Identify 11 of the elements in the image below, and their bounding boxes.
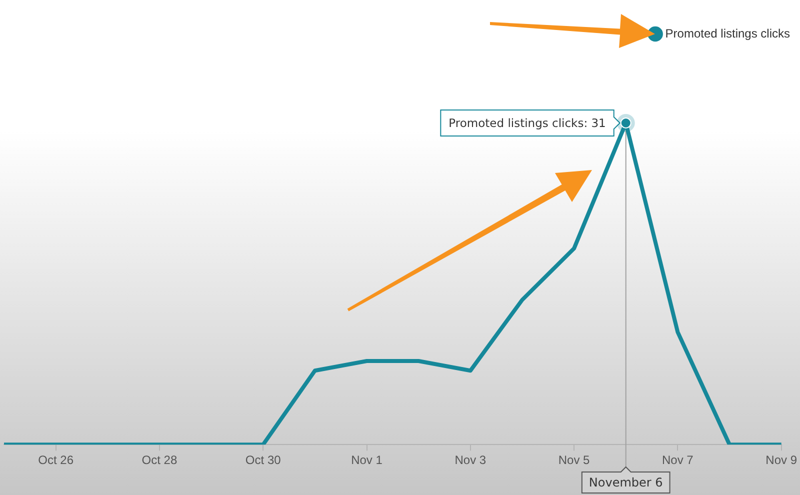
x-tick-label: Oct 30 — [245, 453, 282, 468]
ref-line-label: November 6 — [588, 476, 663, 490]
x-tick-label: Oct 26 — [38, 453, 74, 468]
x-tick-label: Nov 3 — [454, 453, 486, 468]
x-tick-label: Nov 7 — [662, 453, 694, 468]
x-tick-label: Nov 5 — [558, 453, 590, 468]
x-tick-label: Nov 9 — [766, 453, 798, 468]
x-tick-label: Oct 28 — [142, 453, 178, 468]
annotation: Promoted listings clicks: 31 — [448, 116, 606, 130]
x-tick-label: Nov 1 — [351, 453, 383, 468]
legend-label: Promoted listings clicks — [665, 26, 790, 40]
